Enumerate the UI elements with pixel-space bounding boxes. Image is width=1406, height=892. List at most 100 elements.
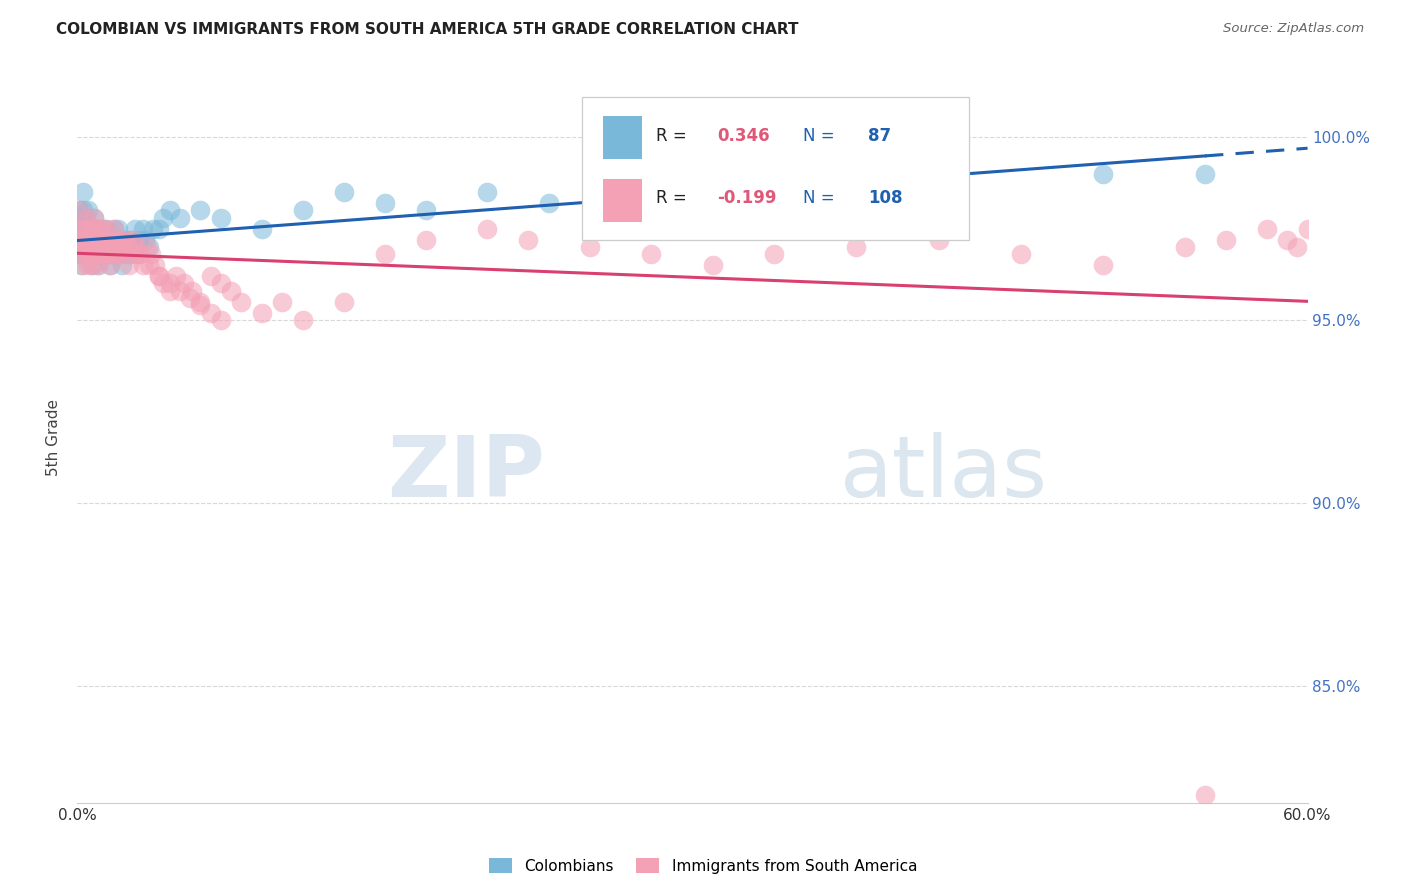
Point: [763, 247, 786, 261]
Point: [209, 277, 232, 291]
Point: [70, 240, 93, 254]
Point: [114, 233, 136, 247]
Point: [83, 247, 105, 261]
Point: [477, 185, 499, 199]
Point: [101, 233, 124, 247]
Point: [90, 221, 114, 235]
Point: [136, 240, 159, 254]
Point: [80, 240, 103, 254]
Point: [120, 247, 142, 261]
Point: [79, 221, 101, 235]
Point: [93, 233, 115, 247]
Point: [72, 185, 94, 199]
Point: [783, 174, 806, 188]
Point: [98, 240, 121, 254]
Point: [121, 240, 143, 254]
Point: [90, 240, 114, 254]
Point: [80, 258, 103, 272]
Point: [70, 233, 93, 247]
Point: [75, 247, 97, 261]
Point: [107, 240, 129, 254]
Point: [97, 247, 120, 261]
Point: [517, 233, 540, 247]
Point: [84, 233, 107, 247]
Point: [76, 203, 98, 218]
Point: [415, 203, 437, 218]
Point: [83, 211, 105, 225]
Point: [67, 203, 90, 218]
Point: [231, 294, 253, 309]
Point: [169, 211, 191, 225]
Point: [537, 196, 560, 211]
Point: [121, 233, 143, 247]
Point: [415, 233, 437, 247]
Point: [120, 233, 142, 247]
Bar: [603, 179, 643, 222]
Point: [83, 221, 105, 235]
Point: [79, 221, 101, 235]
Point: [67, 221, 90, 235]
Point: [128, 247, 150, 261]
Point: [70, 211, 93, 225]
Point: [117, 240, 139, 254]
Point: [79, 247, 101, 261]
Point: [110, 247, 132, 261]
Point: [132, 258, 155, 272]
Point: [291, 203, 314, 218]
Point: [105, 233, 128, 247]
Point: [89, 233, 111, 247]
Point: [143, 258, 166, 272]
Point: [98, 258, 121, 272]
Point: [84, 233, 107, 247]
Point: [579, 240, 602, 254]
Point: [72, 247, 94, 261]
Point: [159, 277, 181, 291]
Point: [72, 221, 94, 235]
Point: [148, 269, 170, 284]
Point: [138, 258, 160, 272]
Point: [159, 284, 181, 298]
Point: [219, 284, 242, 298]
Point: [75, 240, 97, 254]
Point: [75, 211, 97, 225]
Point: [87, 258, 110, 272]
Point: [103, 240, 125, 254]
Point: [72, 203, 94, 218]
Point: [83, 211, 105, 225]
Point: [70, 258, 93, 272]
Point: [188, 294, 212, 309]
Point: [67, 240, 90, 254]
Text: N =: N =: [803, 189, 839, 207]
Point: [98, 258, 121, 272]
Point: [94, 240, 117, 254]
Point: [83, 221, 105, 235]
Point: [111, 240, 134, 254]
Point: [200, 306, 222, 320]
Text: 87: 87: [869, 128, 891, 145]
Point: [110, 240, 132, 254]
Point: [886, 185, 908, 199]
Point: [271, 294, 294, 309]
Point: [152, 277, 174, 291]
Point: [97, 233, 120, 247]
Point: [107, 233, 129, 247]
Point: [165, 269, 187, 284]
Point: [79, 233, 101, 247]
Point: [682, 174, 704, 188]
Point: [70, 247, 93, 261]
Point: [79, 247, 101, 261]
Point: [291, 313, 314, 327]
Point: [94, 221, 117, 235]
Point: [702, 258, 724, 272]
Point: [101, 247, 124, 261]
Point: [84, 247, 107, 261]
Text: 0.346: 0.346: [717, 128, 769, 145]
Point: [209, 313, 232, 327]
Point: [87, 258, 110, 272]
Point: [128, 247, 150, 261]
Point: [124, 221, 146, 235]
Text: Source: ZipAtlas.com: Source: ZipAtlas.com: [1223, 22, 1364, 36]
Point: [1296, 221, 1319, 235]
Text: COLOMBIAN VS IMMIGRANTS FROM SOUTH AMERICA 5TH GRADE CORRELATION CHART: COLOMBIAN VS IMMIGRANTS FROM SOUTH AMERI…: [56, 22, 799, 37]
Point: [75, 211, 97, 225]
